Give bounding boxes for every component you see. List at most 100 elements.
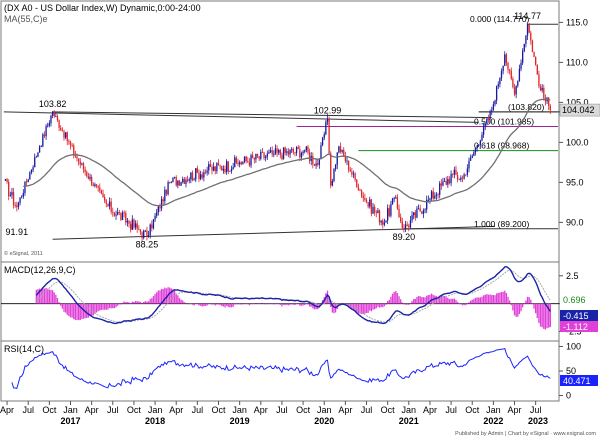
macd-histogram-bar <box>47 288 49 304</box>
candle-body <box>120 212 122 220</box>
macd-histogram-bar <box>430 293 433 304</box>
candle-body <box>513 87 516 95</box>
macd-value-boxes: 0.696 -0.415-1.112 <box>560 294 598 332</box>
candle-body <box>284 147 286 153</box>
candle-body <box>461 177 464 179</box>
time-tick-label: Jan <box>63 405 78 415</box>
macd-histogram-bar <box>308 303 311 307</box>
candle-body <box>325 121 327 135</box>
macd-histogram-bar <box>273 303 275 305</box>
macd-histogram-bar <box>76 303 78 321</box>
macd-histogram-bar <box>195 303 197 305</box>
macd-histogram-bar <box>474 297 477 304</box>
macd-histogram-bar <box>380 303 382 308</box>
macd-histogram-bar <box>401 302 403 304</box>
candle-body <box>25 181 28 183</box>
candle-body <box>435 194 438 196</box>
candle-body <box>323 134 325 139</box>
candle-body <box>6 179 8 183</box>
time-tick-label: Apr <box>423 405 437 415</box>
candle-body <box>279 150 281 155</box>
candle-body <box>208 164 210 171</box>
macd-histogram-bar <box>364 303 366 314</box>
candle-body <box>343 149 345 157</box>
macd-histogram-bar <box>248 303 251 306</box>
price-annotation: 102.99 <box>314 105 342 115</box>
candle-body <box>531 40 534 52</box>
candle-body <box>380 220 382 223</box>
fib-label: 1.000 (89.200) <box>474 219 529 229</box>
candle-body <box>63 131 65 138</box>
macd-histogram-bar <box>208 303 210 305</box>
macd-histogram-bar <box>219 303 221 305</box>
macd-histogram-bar <box>543 303 545 329</box>
macd-histogram-bar <box>465 303 467 306</box>
macd-histogram-bar <box>102 303 104 310</box>
price-annotation: 88.25 <box>136 239 159 249</box>
candle-body <box>304 150 306 152</box>
candle-body <box>305 146 307 151</box>
candle-body <box>400 217 402 222</box>
candle-body <box>117 212 119 215</box>
candle-body <box>543 87 545 98</box>
year-label: 2018 <box>145 416 165 426</box>
candle-body <box>372 206 374 214</box>
macd-histogram-bar <box>300 303 303 306</box>
macd-histogram-bar <box>424 297 426 304</box>
candle-body <box>299 149 301 158</box>
year-label: 2017 <box>60 416 80 426</box>
macd-histogram-bar <box>268 303 270 305</box>
macd-histogram-bar <box>548 303 550 328</box>
candle-body <box>442 181 444 186</box>
macd-histogram-bar <box>99 303 101 311</box>
candle-body <box>183 179 186 184</box>
macd-histogram-bar <box>256 303 259 304</box>
candle-body <box>230 169 233 171</box>
macd-histogram-bar <box>276 303 278 305</box>
macd-histogram-bar <box>61 303 64 309</box>
macd-histogram-bar <box>513 303 516 316</box>
rsi-panel <box>0 340 560 402</box>
candle-body <box>68 140 70 142</box>
candle-body <box>225 161 228 173</box>
macd-histogram-bar <box>69 303 72 318</box>
macd-histogram-bar <box>357 303 360 314</box>
candle-body <box>278 150 280 153</box>
macd-histogram-bar <box>66 303 68 315</box>
time-tick-label: Oct <box>296 405 311 415</box>
macd-histogram-bar <box>435 296 438 304</box>
candle-body <box>364 197 366 200</box>
macd-histogram-bar <box>265 303 267 305</box>
candle-body <box>295 147 298 153</box>
candle-body <box>212 166 215 171</box>
year-label: 2022 <box>483 416 503 426</box>
candle-body <box>227 161 229 172</box>
time-tick-label: Oct <box>211 405 226 415</box>
macd-histogram-bar <box>360 303 363 315</box>
candle-body <box>35 156 38 158</box>
macd-histogram-bar <box>143 301 145 304</box>
candle-body <box>523 43 525 52</box>
time-tick-label: Oct <box>127 405 142 415</box>
macd-histogram-bar <box>131 301 133 304</box>
macd-histogram-bar <box>409 303 412 304</box>
macd-histogram-bar <box>203 303 205 307</box>
candle-body <box>341 149 343 152</box>
price-annotations: 91.91 103.82 88.25 102.99 89.20 114.77 <box>6 11 541 249</box>
macd-histogram-bar <box>185 302 187 304</box>
candle-body <box>186 179 189 181</box>
macd-histogram-bar <box>426 295 428 304</box>
price-tick-label: 105.0 <box>566 97 589 107</box>
time-tick-label: Apr <box>169 405 183 415</box>
candle-body <box>448 179 451 184</box>
macd-histogram-bar <box>128 302 130 304</box>
price-tick-label: 110.0 <box>566 57 588 67</box>
macd-histogram-bar <box>87 303 90 318</box>
candle-body <box>14 205 16 206</box>
macd-histogram-bar <box>302 303 304 306</box>
macd-histogram-bar <box>356 303 358 313</box>
macd-histogram-bar <box>452 298 454 304</box>
macd-histogram-bar <box>517 303 519 317</box>
macd-histogram-bar <box>523 303 525 305</box>
macd-histogram-bar <box>199 303 202 306</box>
